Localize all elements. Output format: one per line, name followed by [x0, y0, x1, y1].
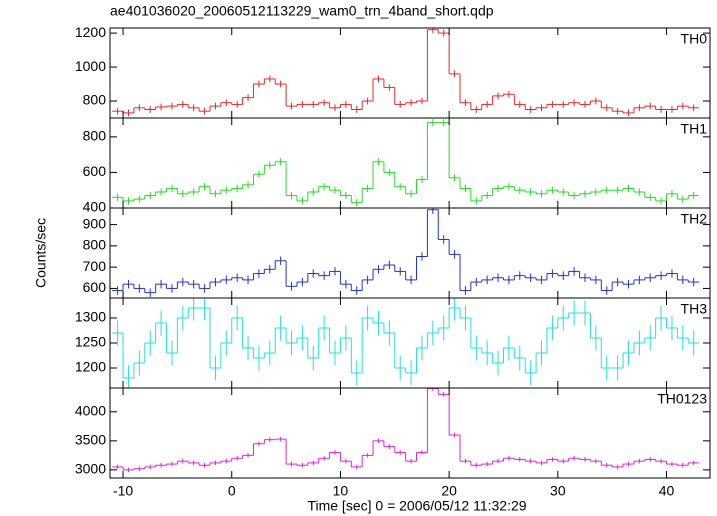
y-tick-label: 1200: [75, 24, 106, 40]
y-tick-label: 900: [83, 215, 107, 231]
panel-frame: [109, 207, 711, 299]
x-tick-label: 0: [228, 483, 236, 499]
panel-frame: [109, 297, 711, 389]
y-tick-label: 3000: [75, 461, 106, 477]
chart-title: ae401036020_20060512113229_wam0_trn_4ban…: [110, 3, 494, 19]
panel-frame: [109, 117, 711, 209]
y-tick-label: 1000: [75, 58, 106, 74]
y-tick-label: 600: [83, 279, 107, 295]
y-tick-label: 800: [83, 128, 107, 144]
panel-label: TH1: [681, 121, 708, 137]
x-tick-label: 40: [659, 483, 675, 499]
panel-label: TH0: [681, 31, 708, 47]
y-tick-label: 3500: [75, 432, 106, 448]
x-tick-label: 30: [550, 483, 566, 499]
y-tick-label: 800: [83, 92, 107, 108]
panel-frame: [109, 387, 711, 479]
x-axis-label: Time [sec] 0 = 2006/05/12 11:32:29: [307, 498, 526, 514]
x-tick-label: 20: [441, 483, 457, 499]
y-tick-label: 4000: [75, 403, 106, 419]
y-tick-label: 1250: [75, 334, 106, 350]
y-tick-label: 1300: [75, 309, 106, 325]
panel-label: TH3: [681, 301, 708, 317]
panel-label: TH2: [681, 211, 708, 227]
y-axis-label: Counts/sec: [33, 218, 49, 288]
x-tick-label: -10: [113, 483, 133, 499]
y-tick-label: 400: [83, 199, 107, 215]
y-tick-label: 700: [83, 258, 107, 274]
x-tick-label: 10: [333, 483, 349, 499]
panel-label: TH0123: [657, 391, 707, 407]
panel-frame: [109, 27, 711, 119]
y-tick-label: 1200: [75, 359, 106, 375]
y-tick-label: 600: [83, 163, 107, 179]
y-tick-label: 800: [83, 237, 107, 253]
